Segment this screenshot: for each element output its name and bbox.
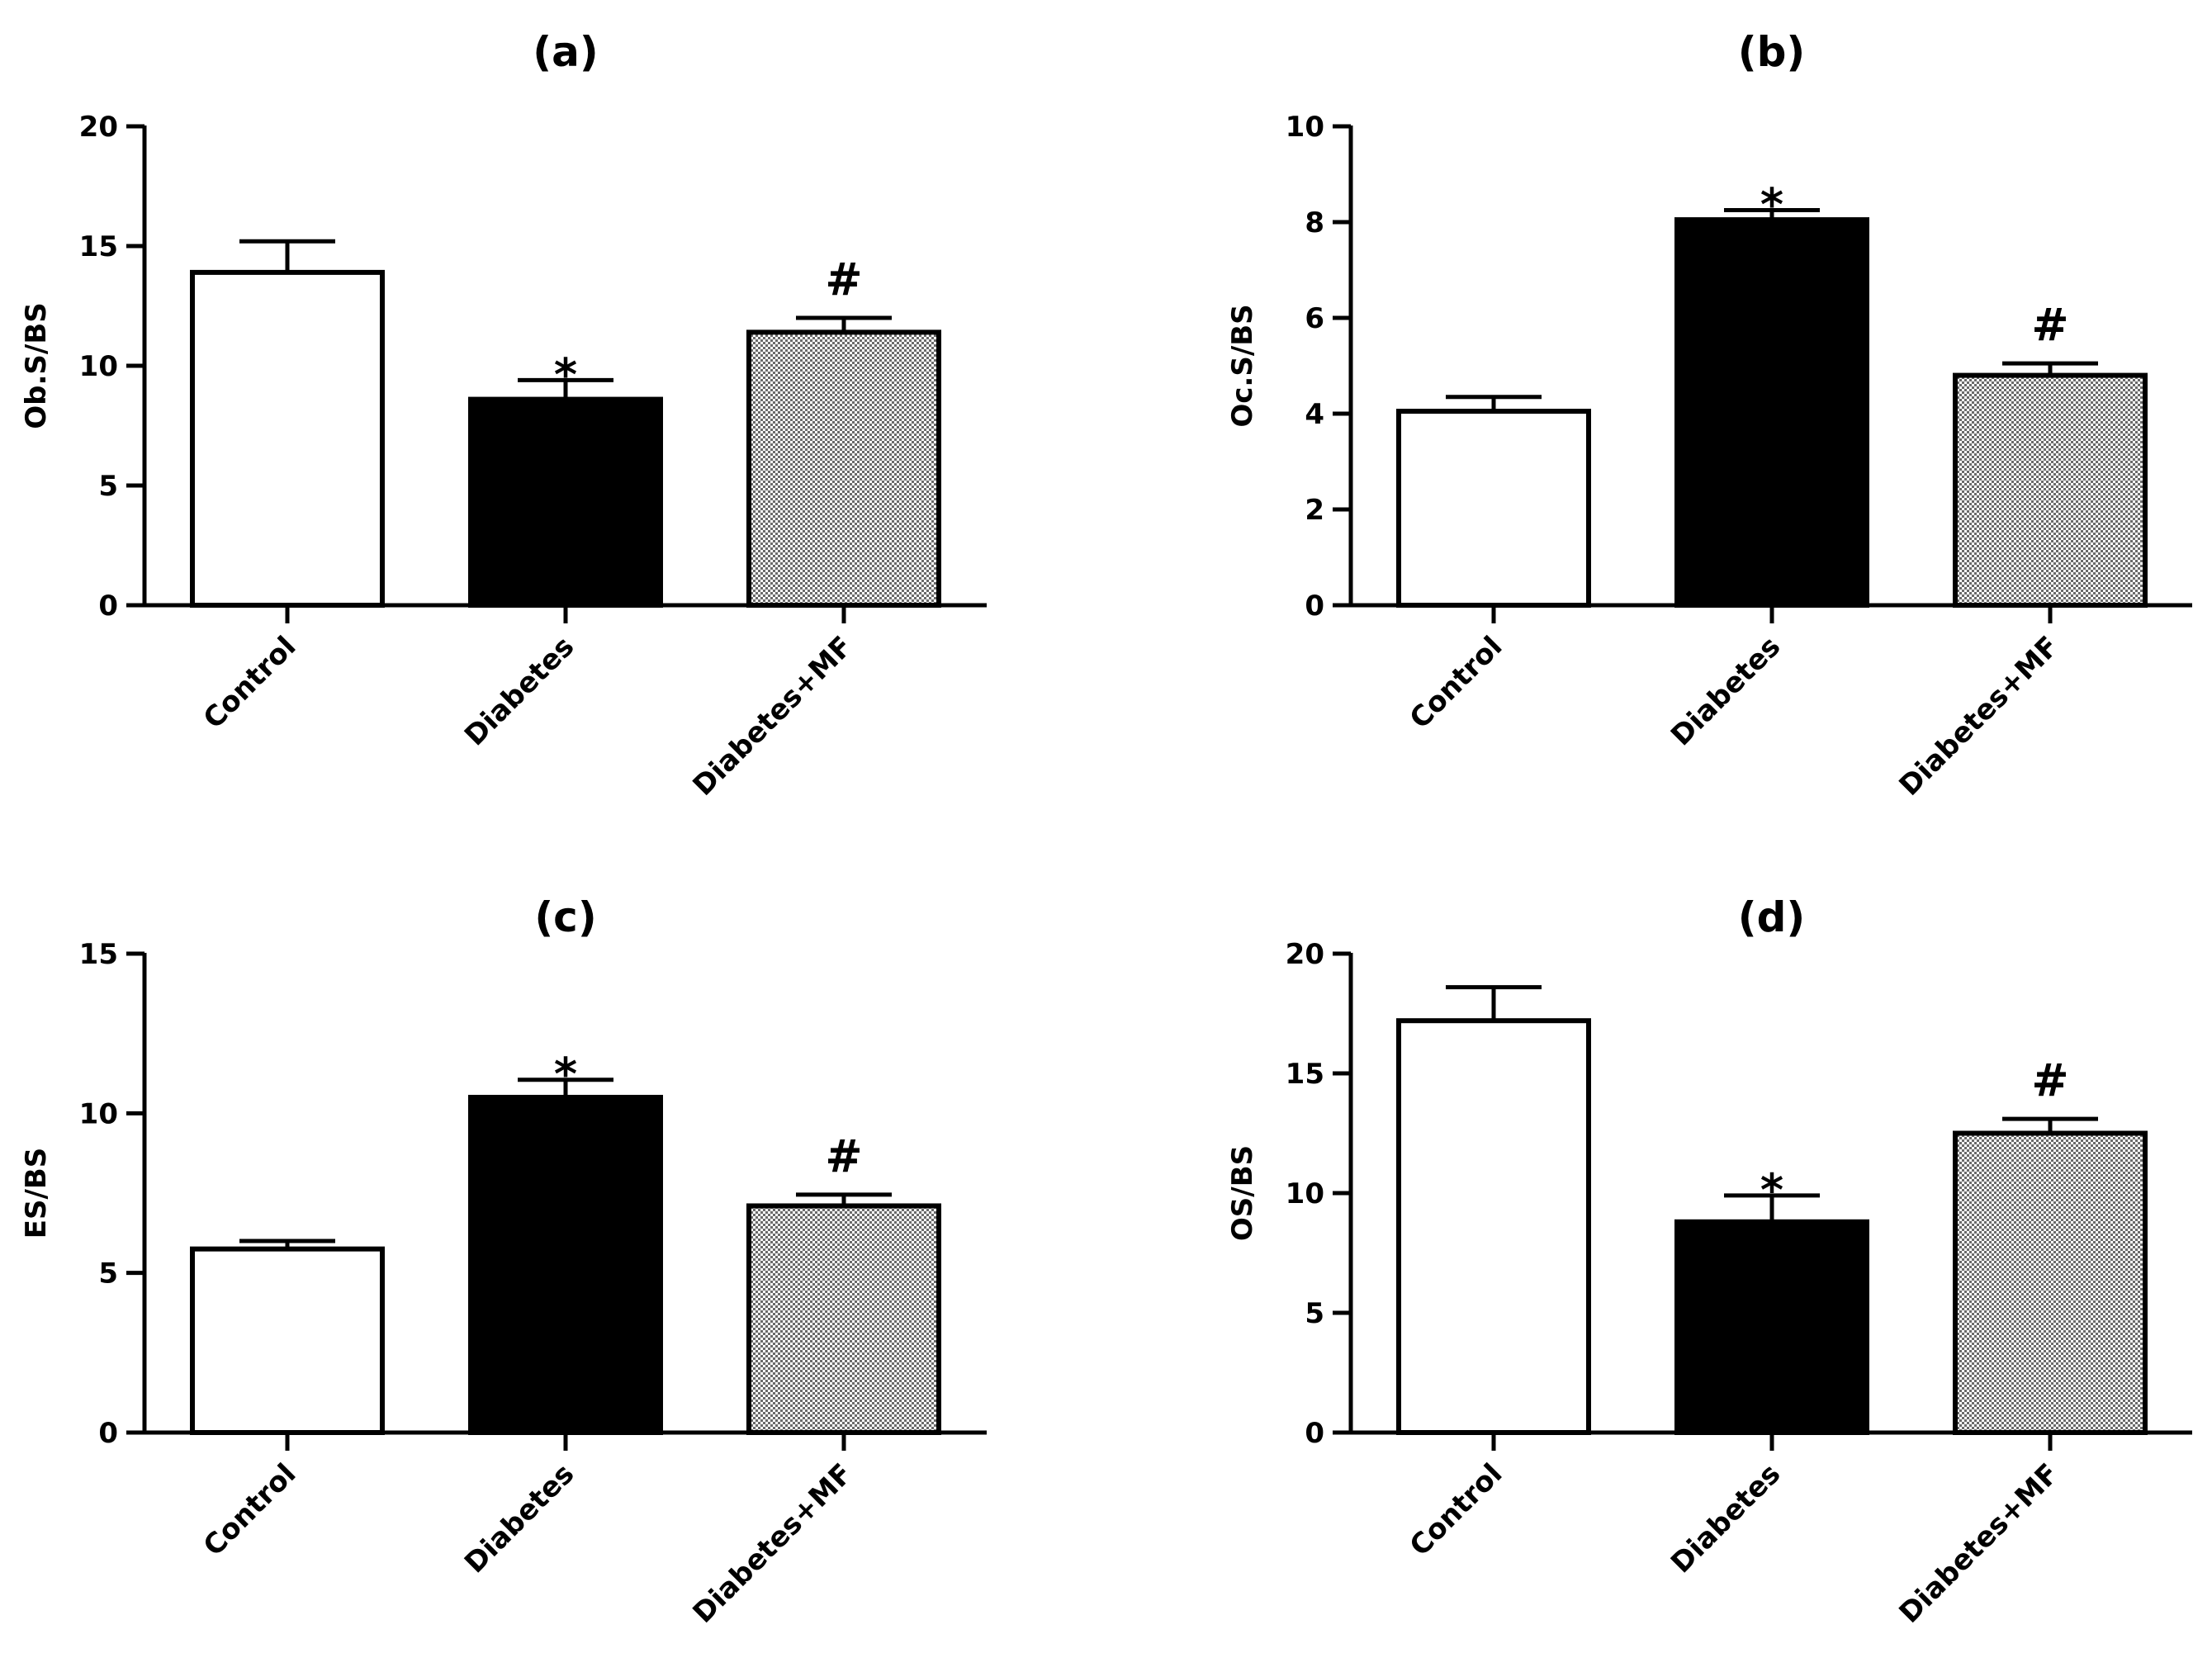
y-tick-label: 15 (1286, 1058, 1324, 1091)
chart-panel-4: (d) 0 5 10 15 20 OS/BS Control Diabetes * Diabetes… (1226, 893, 2192, 1630)
significance-asterisk: * (1760, 1164, 1783, 1216)
significance-hash: # (825, 1130, 862, 1182)
significance-asterisk: * (1760, 179, 1783, 231)
bar-diabetes-mf (1953, 372, 2148, 608)
x-tick-label: Diabetes+MF (687, 630, 860, 803)
x-tick-label: Diabetes (458, 630, 580, 752)
panel-title: (c) (534, 893, 596, 941)
bar-diabetes (1674, 1219, 1869, 1436)
y-tick-label: 10 (1286, 111, 1324, 144)
y-tick-label: 15 (79, 938, 118, 971)
x-tick-label: Control (197, 630, 303, 736)
bar-diabetes (1674, 217, 1869, 608)
chart-panel-3: (c) 0 5 10 15 ES/BS Control Diabetes * Diabetes+M… (20, 893, 987, 1630)
y-tick-label: 4 (1305, 398, 1324, 431)
y-tick-label: 8 (1305, 206, 1324, 239)
y-tick-label: 10 (79, 1097, 118, 1130)
bar-diabetes-mf (746, 1203, 941, 1435)
x-tick-label: Control (197, 1457, 303, 1563)
x-tick-label: Diabetes+MF (1893, 630, 2066, 803)
y-tick-label: 20 (1286, 938, 1324, 971)
x-tick-label: Control (1404, 1457, 1509, 1563)
bar-control (1396, 409, 1591, 608)
significance-asterisk: * (554, 1049, 577, 1101)
panel-title: (a) (533, 28, 598, 76)
y-tick-label: 0 (98, 590, 118, 623)
chart-panel-2: (b) 0 2 4 6 8 10 Oc.S/BS Control Diabetes * Diabete… (1226, 28, 2192, 803)
y-tick-label: 0 (1305, 590, 1324, 623)
y-tick-label: 5 (98, 1258, 118, 1291)
x-tick-label: Diabetes+MF (687, 1457, 860, 1630)
bar-diabetes (468, 396, 663, 608)
chart-panel-1: (a) 0 5 10 15 20 Ob.S/BS Control Diabetes * Diabet… (20, 28, 987, 803)
panel-title: (d) (1738, 893, 1806, 941)
x-tick-label: Diabetes (1665, 1457, 1787, 1580)
y-tick-label: 6 (1305, 302, 1324, 335)
significance-hash: # (2031, 299, 2068, 351)
y-tick-label: 20 (79, 111, 118, 144)
y-axis-label: Ob.S/BS (20, 302, 53, 429)
significance-hash: # (2031, 1054, 2068, 1106)
bar-control (190, 1246, 385, 1435)
y-tick-label: 10 (1286, 1177, 1324, 1210)
bar-diabetes-mf (1953, 1130, 2148, 1435)
y-axis-label: ES/BS (20, 1148, 53, 1239)
x-tick-label: Diabetes (1665, 630, 1787, 752)
x-tick-label: Control (1404, 630, 1509, 736)
panel-title: (b) (1738, 28, 1806, 76)
y-tick-label: 15 (79, 230, 118, 263)
y-tick-label: 2 (1305, 494, 1324, 527)
bar-control (190, 269, 385, 608)
y-axis-label: OS/BS (1226, 1145, 1259, 1241)
y-tick-label: 5 (1305, 1297, 1324, 1330)
significance-hash: # (825, 253, 862, 305)
y-tick-label: 0 (98, 1417, 118, 1450)
y-axis-label: Oc.S/BS (1226, 304, 1259, 427)
x-tick-label: Diabetes (458, 1457, 580, 1580)
x-tick-label: Diabetes+MF (1893, 1457, 2066, 1630)
bar-control (1396, 1018, 1591, 1435)
bar-diabetes-mf (746, 329, 941, 608)
significance-asterisk: * (554, 348, 577, 400)
bar-diabetes (468, 1095, 663, 1435)
y-tick-label: 0 (1305, 1417, 1324, 1450)
y-tick-label: 5 (98, 470, 118, 503)
y-tick-label: 10 (79, 350, 118, 383)
